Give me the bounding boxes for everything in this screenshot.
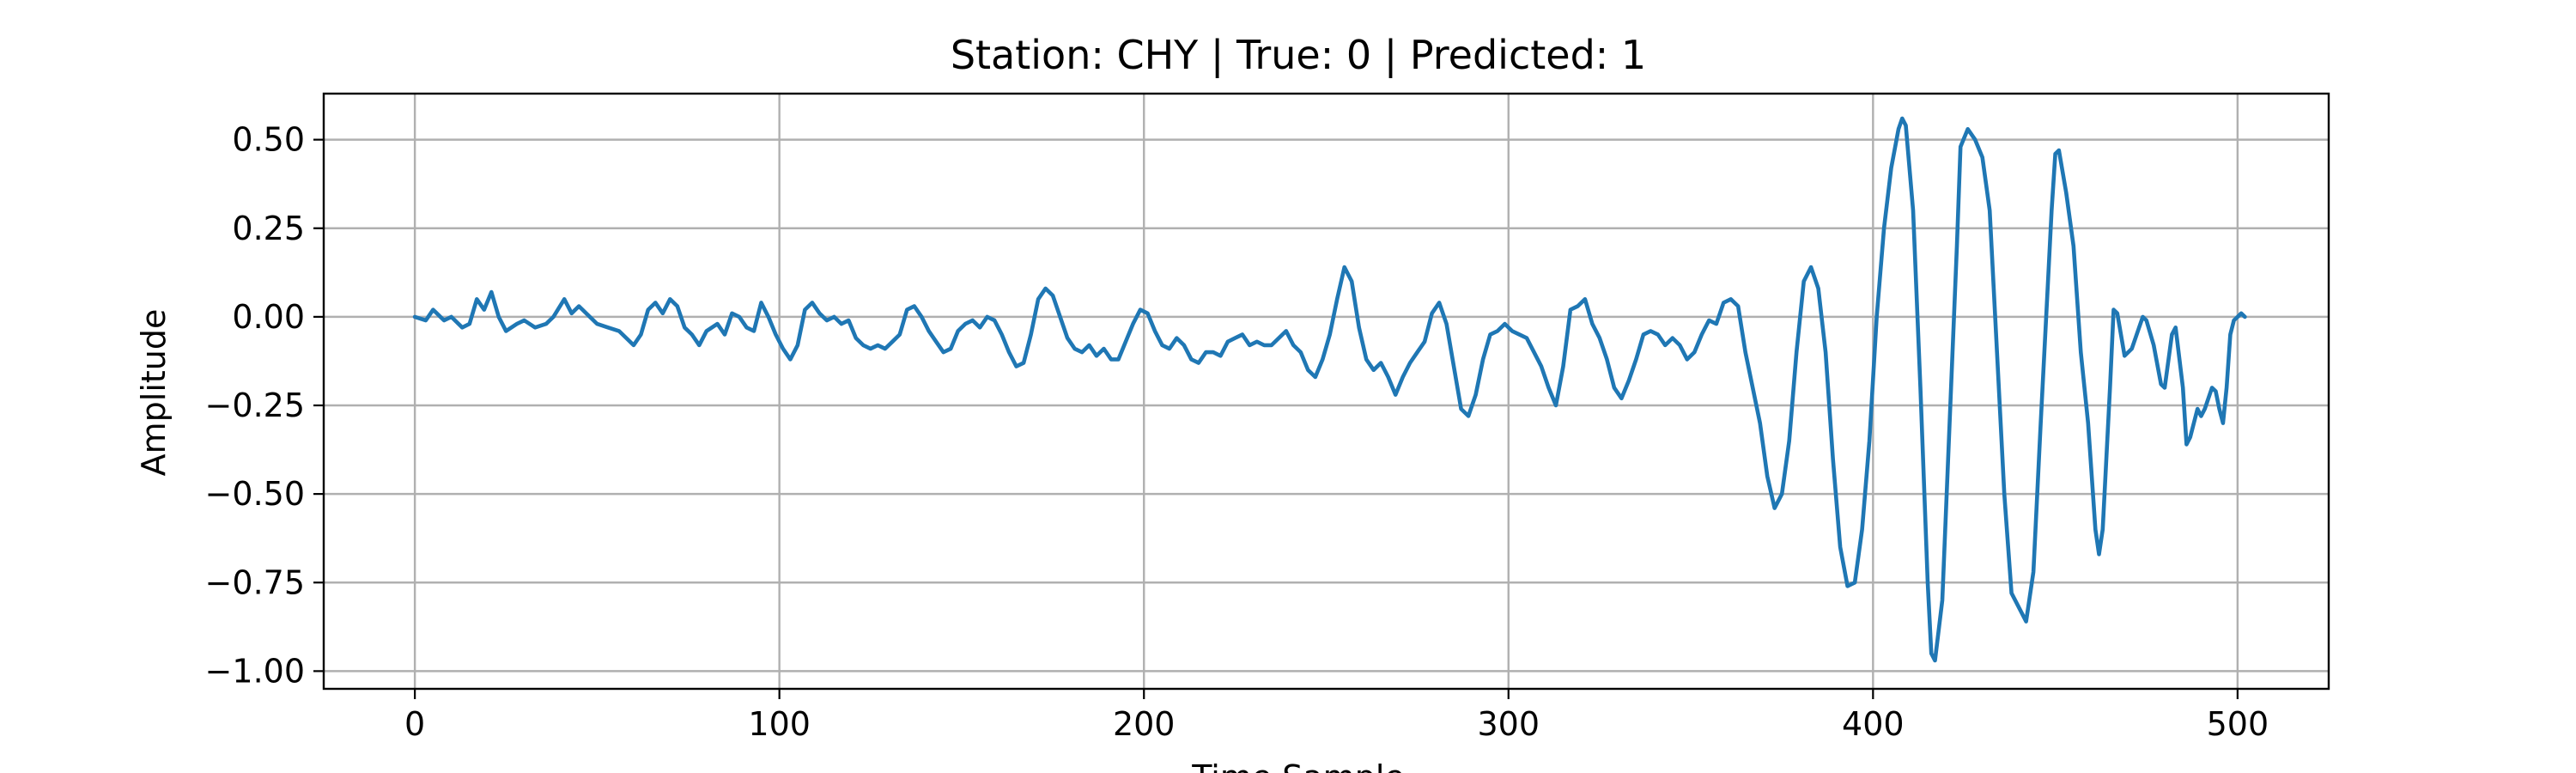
x-axis-label: Time Sample (1191, 758, 1405, 773)
x-tick-label: 400 (1842, 705, 1905, 743)
tick-labels: 0 100 200 300 400 500 0.50 0.25 0.00 −0.25 −0.50 −0… (205, 121, 2269, 743)
ticks (313, 138, 2239, 699)
y-tick-label: 0.00 (232, 298, 305, 336)
chart-title: Station: CHY | True: 0 | Predicted: 1 (951, 32, 1646, 79)
grid (324, 94, 2329, 689)
y-tick-label: −0.25 (205, 386, 305, 424)
axes-frame (322, 92, 2330, 691)
y-tick-label: −0.50 (205, 475, 305, 513)
x-tick-label: 200 (1113, 705, 1176, 743)
x-tick-label: 100 (748, 705, 811, 743)
x-tick-label: 500 (2207, 705, 2269, 743)
y-tick-label: 0.50 (232, 121, 305, 159)
x-tick-label: 0 (404, 705, 425, 743)
y-axis-label: Amplitude (135, 309, 173, 477)
y-tick-label: −0.75 (205, 563, 305, 601)
x-tick-label: 300 (1478, 705, 1540, 743)
plot-series (412, 116, 2247, 663)
y-tick-label: −1.00 (205, 652, 305, 690)
y-tick-label: 0.25 (232, 210, 305, 247)
amplitude-series-line (412, 116, 2247, 663)
